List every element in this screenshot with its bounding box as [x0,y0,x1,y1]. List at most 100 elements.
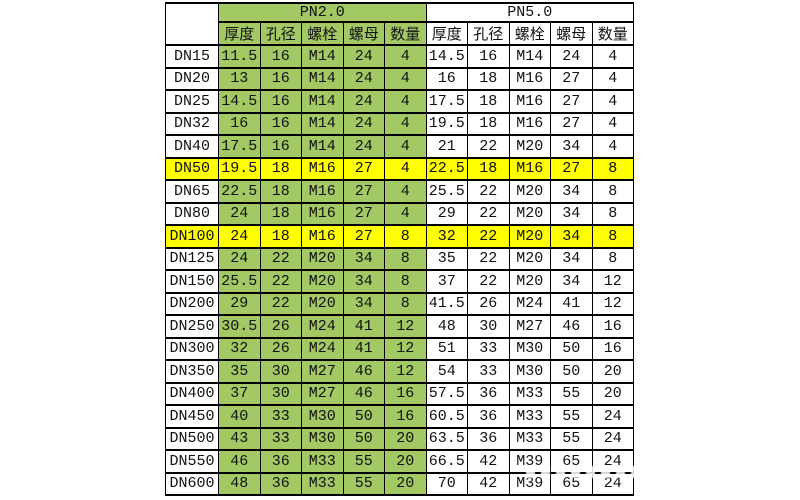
value-cell: 4 [384,66,427,91]
value-cell: 27 [550,111,593,136]
sub-header-nut-pn2: 螺母 [342,21,385,46]
value-cell: 50 [342,404,385,429]
dn-cell: DN350 [165,359,219,384]
value-cell: 24 [342,44,385,69]
value-cell: 4 [384,111,427,136]
value-cell: 12 [384,314,427,339]
dn-cell: DN32 [165,111,219,136]
value-cell: 46 [218,449,261,474]
sub-header-hole-diameter-pn5: 孔径 [467,21,510,46]
value-cell: 11.5 [218,44,261,69]
dn-cell: DN65 [165,179,219,204]
table-row: DN100 24 18 M16 27 8 32 22 M20 34 8 [165,224,634,249]
value-cell: 24 [342,66,385,91]
table-row: DN250 30.5 26 M24 41 12 48 30 M27 46 16 [165,314,634,339]
value-cell: 70 [425,471,468,496]
sub-header-thickness-pn2: 厚度 [218,21,261,46]
value-cell: 17.5 [425,89,468,114]
value-cell: M30 [301,404,344,429]
table-row: DN40 17.5 16 M14 24 4 21 22 M20 34 4 [165,134,634,159]
table-row: DN200 29 22 M20 34 8 41.5 26 M24 41 12 [165,291,634,316]
value-cell: M16 [508,89,551,114]
value-cell: 16 [259,111,302,136]
value-cell: 22 [467,134,510,159]
table-row: DN350 35 30 M27 46 12 54 33 M30 50 20 [165,359,634,384]
value-cell: 4 [384,134,427,159]
value-cell: M16 [301,179,344,204]
value-cell: 4 [591,44,634,69]
value-cell: M20 [508,179,551,204]
value-cell: M33 [508,426,551,451]
value-cell: 36 [467,404,510,429]
value-cell: M33 [301,449,344,474]
dn-cell: DN200 [165,291,219,316]
value-cell: 14.5 [425,44,468,69]
value-cell: 51 [425,336,468,361]
dn-cell: DN400 [165,381,219,406]
sub-header-bolt-pn2: 螺栓 [301,21,344,46]
sub-header-quantity-pn5: 数量 [591,21,634,46]
value-cell: 66.5 [425,449,468,474]
value-cell: 37 [218,381,261,406]
value-cell: 16 [591,314,634,339]
value-cell: 33 [259,404,302,429]
value-cell: M30 [508,359,551,384]
sub-header-row: 厚度 孔径 螺栓 螺母 数量 厚度 孔径 螺栓 螺母 数量 [166,21,634,46]
value-cell: M20 [301,246,344,271]
value-cell: 18 [259,224,302,249]
value-cell: 16 [384,381,427,406]
value-cell: M27 [301,381,344,406]
value-cell: 34 [550,224,593,249]
value-cell: 24 [591,404,634,429]
table-row: DN550 46 36 M33 55 20 66.5 42 M39 65 24 [165,449,634,474]
value-cell: M20 [508,134,551,159]
value-cell: 33 [467,359,510,384]
value-cell: 24 [591,449,634,474]
dn-cell: DN500 [165,426,219,451]
value-cell: M30 [508,336,551,361]
value-cell: 41 [342,336,385,361]
value-cell: 8 [384,291,427,316]
value-cell: 4 [384,201,427,226]
value-cell: 4 [384,89,427,114]
value-cell: 22 [467,246,510,271]
corner-cell [165,2,219,46]
value-cell: M39 [508,449,551,474]
value-cell: 24 [342,134,385,159]
value-cell: 21 [425,134,468,159]
dn-cell: DN80 [165,201,219,226]
value-cell: M20 [508,246,551,271]
value-cell: M16 [301,156,344,181]
sub-header-bolt-pn5: 螺栓 [508,21,551,46]
value-cell: 25.5 [218,269,261,294]
value-cell: 4 [384,179,427,204]
value-cell: 22 [259,291,302,316]
value-cell: 32 [425,224,468,249]
value-cell: 8 [384,224,427,249]
value-cell: M20 [508,224,551,249]
value-cell: 50 [342,426,385,451]
value-cell: 65 [550,471,593,496]
value-cell: 22 [467,201,510,226]
value-cell: 18 [259,179,302,204]
value-cell: 26 [259,314,302,339]
value-cell: 12 [384,336,427,361]
sub-header-hole-diameter-pn2: 孔径 [259,21,302,46]
value-cell: 36 [259,449,302,474]
value-cell: 36 [467,426,510,451]
value-cell: 36 [467,381,510,406]
table-body: DN15 11.5 16 M14 24 4 14.5 16 M14 24 4 DN20 13 16 M14 2… [165,44,634,496]
value-cell: M16 [301,201,344,226]
value-cell: 16 [218,111,261,136]
value-cell: 60.5 [425,404,468,429]
dn-cell: DN125 [165,246,219,271]
value-cell: 48 [425,314,468,339]
value-cell: 14.5 [218,89,261,114]
dn-cell: DN150 [165,269,219,294]
dn-cell: DN250 [165,314,219,339]
value-cell: 16 [259,89,302,114]
sub-header-quantity-pn2: 数量 [384,21,427,46]
value-cell: 27 [342,201,385,226]
table-row: DN20 13 16 M14 24 4 16 18 M16 27 4 [165,66,634,91]
dn-cell: DN40 [165,134,219,159]
